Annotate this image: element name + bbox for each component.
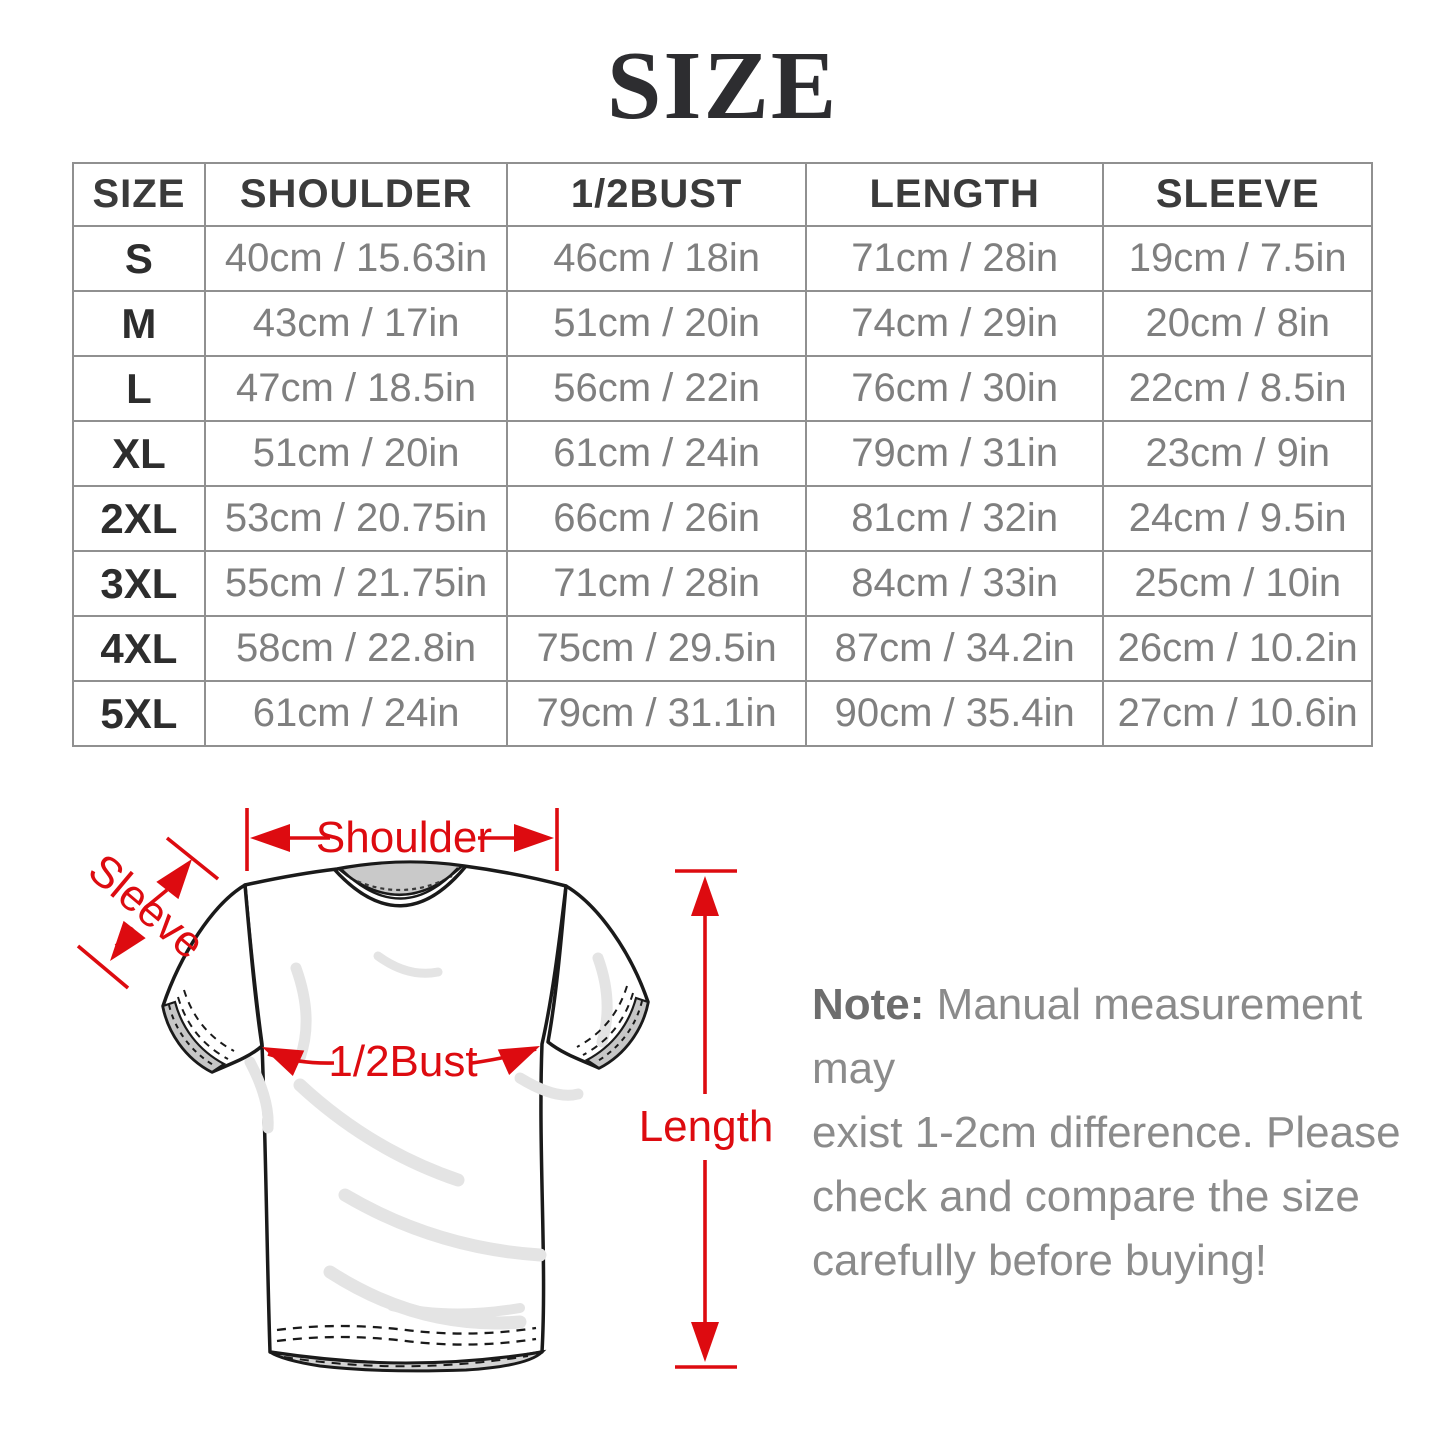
bust-arrow — [262, 1046, 540, 1077]
table-cell: 22cm / 8.5in — [1102, 355, 1373, 422]
length-label: Length — [638, 1102, 774, 1151]
size-cell: 5XL — [72, 680, 206, 747]
note-line: exist 1-2cm difference. Please — [812, 1108, 1401, 1157]
table-cell: 76cm / 30in — [804, 355, 1105, 422]
table-cell: 46cm / 18in — [506, 225, 807, 292]
table-cell: 84cm / 33in — [804, 550, 1105, 617]
table-cell: 87cm / 34.2in — [804, 615, 1105, 682]
note-line1: Manual measurement may — [812, 980, 1375, 1093]
table-cell: 51cm / 20in — [506, 290, 807, 357]
size-table: SIZE SHOULDER 1/2BUST LENGTH SLEEVE S 40… — [72, 162, 1373, 747]
table-cell: 53cm / 20.75in — [203, 485, 509, 552]
bust-label: 1/2Bust — [328, 1037, 478, 1086]
left-cuff — [161, 1000, 227, 1074]
header-length: LENGTH — [804, 162, 1105, 227]
hem-underside-stitch — [283, 1355, 529, 1368]
table-cell: 26cm / 10.2in — [1102, 615, 1373, 682]
table-cell: 75cm / 29.5in — [506, 615, 807, 682]
note-label: Note: — [812, 980, 925, 1029]
size-cell: M — [72, 290, 206, 357]
table-row: 5XL 61cm / 24in 79cm / 31.1in 90cm / 35.… — [72, 680, 1373, 747]
header-bust: 1/2BUST — [506, 162, 807, 227]
header-size: SIZE — [72, 162, 206, 227]
table-cell: 74cm / 29in — [804, 290, 1105, 357]
size-cell: XL — [72, 420, 206, 487]
table-cell: 56cm / 22in — [506, 355, 807, 422]
size-cell: 3XL — [72, 550, 206, 617]
table-cell: 25cm / 10in — [1102, 550, 1373, 617]
page-title: SIZE — [606, 32, 839, 140]
table-cell: 81cm / 32in — [804, 485, 1105, 552]
table-cell: 19cm / 7.5in — [1102, 225, 1373, 292]
table-header-row: SIZE SHOULDER 1/2BUST LENGTH SLEEVE — [72, 162, 1373, 227]
tshirt-sleeves — [161, 883, 650, 1074]
table-cell: 61cm / 24in — [506, 420, 807, 487]
table-cell: 47cm / 18.5in — [203, 355, 509, 422]
table-row: 4XL 58cm / 22.8in 75cm / 29.5in 87cm / 3… — [72, 615, 1373, 682]
hem-underside — [269, 1349, 547, 1373]
length-arrow — [675, 869, 737, 1369]
table-cell: 51cm / 20in — [203, 420, 509, 487]
table-cell: 55cm / 21.75in — [203, 550, 509, 617]
table-cell: 66cm / 26in — [506, 485, 807, 552]
size-cell: S — [72, 225, 206, 292]
table-cell: 43cm / 17in — [203, 290, 509, 357]
size-cell: L — [72, 355, 206, 422]
table-cell: 79cm / 31.1in — [506, 680, 807, 747]
hem-stitches — [276, 1324, 537, 1346]
table-row: 3XL 55cm / 21.75in 71cm / 28in 84cm / 33… — [72, 550, 1373, 617]
table-cell: 40cm / 15.63in — [203, 225, 509, 292]
table-cell: 79cm / 31in — [804, 420, 1105, 487]
header-sleeve: SLEEVE — [1102, 162, 1373, 227]
tshirt-collar — [332, 860, 468, 908]
table-row: L 47cm / 18.5in 56cm / 22in 76cm / 30in … — [72, 355, 1373, 422]
note-text: Note: Manual measurement may exist 1-2cm… — [812, 973, 1412, 1293]
tshirt-diagram — [76, 808, 737, 1373]
note-line: carefully before buying! — [812, 1236, 1267, 1285]
size-cell: 4XL — [72, 615, 206, 682]
table-cell: 58cm / 22.8in — [203, 615, 509, 682]
table-row: S 40cm / 15.63in 46cm / 18in 71cm / 28in… — [72, 225, 1373, 292]
size-cell: 2XL — [72, 485, 206, 552]
table-cell: 20cm / 8in — [1102, 290, 1373, 357]
table-cell: 90cm / 35.4in — [804, 680, 1105, 747]
table-cell: 27cm / 10.6in — [1102, 680, 1373, 747]
table-row: 2XL 53cm / 20.75in 66cm / 26in 81cm / 32… — [72, 485, 1373, 552]
table-cell: 71cm / 28in — [804, 225, 1105, 292]
table-cell: 71cm / 28in — [506, 550, 807, 617]
table-cell: 24cm / 9.5in — [1102, 485, 1373, 552]
table-row: XL 51cm / 20in 61cm / 24in 79cm / 31in 2… — [72, 420, 1373, 487]
tshirt-body — [243, 860, 584, 1373]
right-cuff — [584, 996, 650, 1070]
shoulder-arrow — [245, 808, 559, 871]
table-cell: 61cm / 24in — [203, 680, 509, 747]
sleeve-arrow — [76, 836, 220, 990]
table-row: M 43cm / 17in 51cm / 20in 74cm / 29in 20… — [72, 290, 1373, 357]
dimension-lines — [76, 808, 737, 1369]
note-line: Note: Manual measurement may — [812, 973, 1412, 1101]
table-cell: 23cm / 9in — [1102, 420, 1373, 487]
note-line: check and compare the size — [812, 1172, 1360, 1221]
shoulder-label: Shoulder — [315, 813, 493, 862]
wrinkle-lines — [244, 951, 584, 1330]
header-shoulder: SHOULDER — [203, 162, 509, 227]
